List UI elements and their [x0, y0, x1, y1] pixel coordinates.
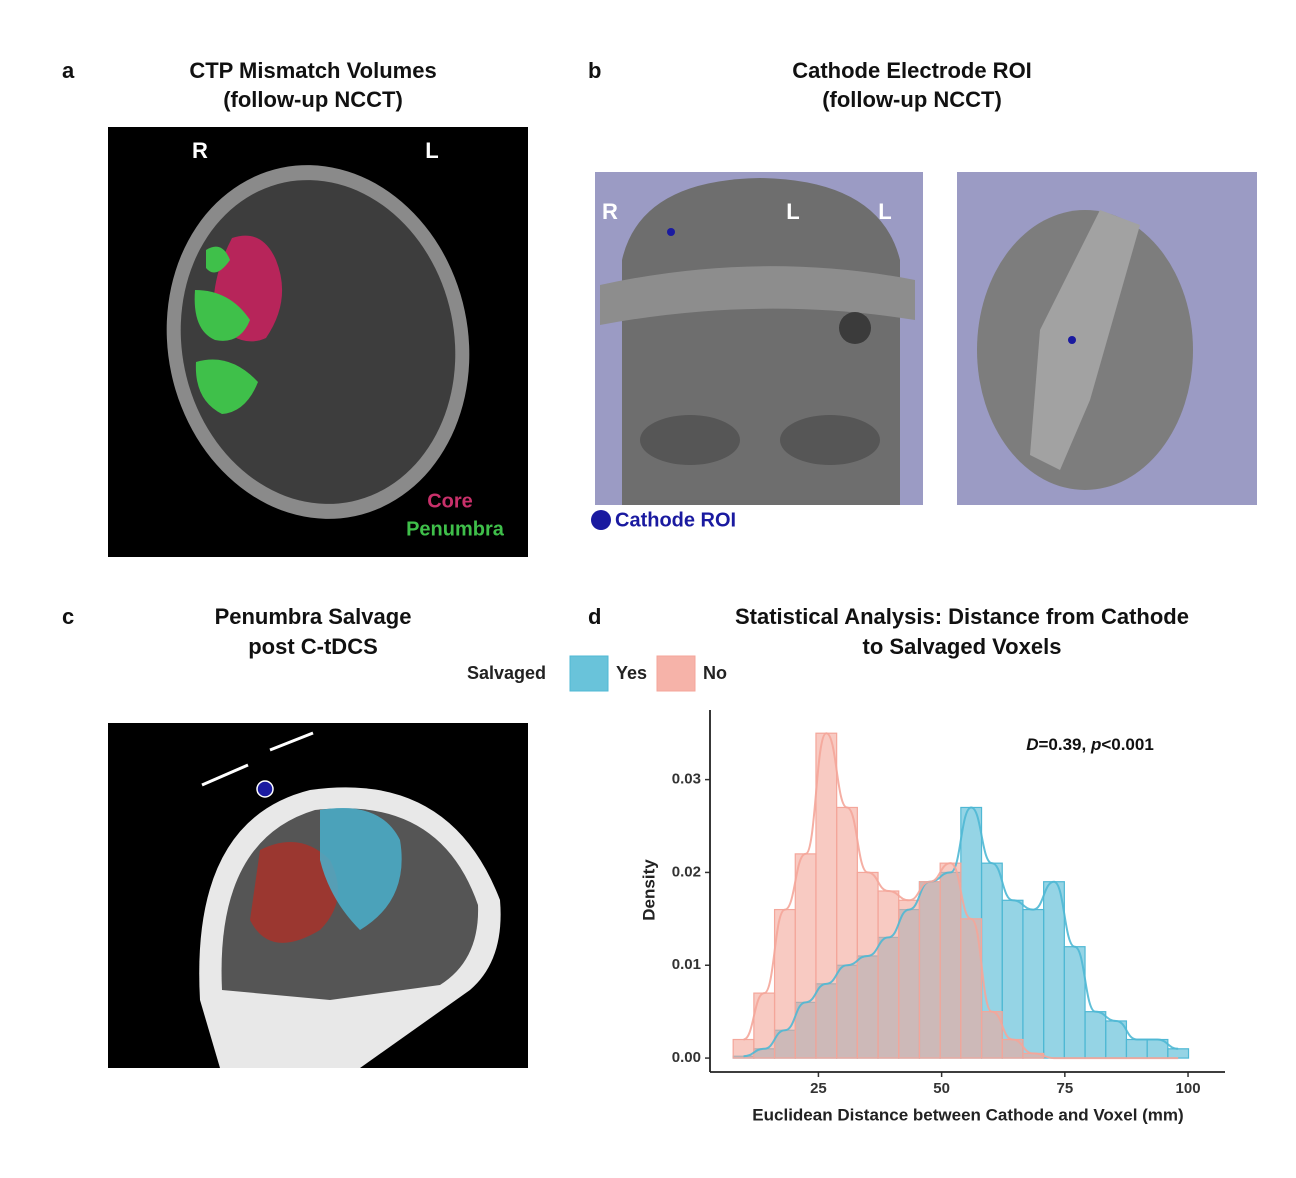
histogram-bar [877, 890, 900, 1059]
histogram-bar [918, 881, 941, 1059]
x-tick-label: 50 [933, 1080, 950, 1097]
legend-label: Cathode ROI [615, 509, 736, 531]
chart-title: Statistical Analysis: Distance from Cath… [735, 604, 1189, 629]
image-label: L [878, 199, 891, 224]
ct-axial-image [108, 127, 528, 557]
ct-sagittal-image [108, 723, 528, 1068]
x-tick-label: 75 [1056, 1080, 1073, 1097]
density-curve [743, 732, 1179, 1060]
head-render-top [957, 172, 1257, 505]
legend-swatch [591, 510, 611, 530]
image-label: R [602, 199, 618, 224]
legend-swatch [569, 655, 609, 692]
legend-label: Penumbra [406, 518, 505, 540]
head-render-front [595, 172, 923, 505]
annotation: D=0.39, p<0.001 [1026, 735, 1154, 754]
annotation-part: =0.39, [1038, 735, 1090, 754]
legend-label: Core [427, 490, 473, 512]
histogram-bar [1125, 1038, 1148, 1059]
image-label: L [425, 138, 438, 163]
annotation-part: p [1090, 735, 1101, 754]
y-tick-label: 0.02 [672, 863, 701, 880]
legend-label: Yes [616, 663, 647, 683]
image-label: R [192, 138, 208, 163]
histogram-bar [898, 899, 921, 1059]
legend-label: No [703, 663, 727, 683]
histogram-bar [836, 806, 858, 1059]
histogram-bar [939, 862, 962, 1059]
x-tick-label: 25 [810, 1080, 827, 1097]
annotation-part: D [1026, 735, 1038, 754]
x-axis-label: Euclidean Distance between Cathode and V… [752, 1105, 1183, 1124]
legend-title: Salvaged [467, 663, 546, 683]
annotation-part: <0.001 [1101, 735, 1153, 754]
panel-label: a [62, 58, 75, 83]
legend-swatch [656, 655, 696, 692]
chart-title: to Salvaged Voxels [863, 634, 1062, 659]
histogram-bar [1022, 908, 1045, 1059]
panel-title: Penumbra Salvage [215, 604, 412, 629]
density-curve [743, 806, 1179, 1058]
histogram-bar [1084, 1011, 1107, 1059]
histogram-bar [1043, 881, 1065, 1059]
panel-title: Cathode Electrode ROI [792, 58, 1032, 83]
panel-title: (follow-up NCCT) [822, 87, 1002, 112]
y-tick-label: 0.01 [672, 956, 701, 973]
panel-label: b [588, 58, 601, 83]
panel-title: post C-tDCS [248, 634, 378, 659]
y-axis-label: Density [639, 859, 658, 921]
y-tick-label: 0.03 [672, 771, 701, 788]
panel-title: CTP Mismatch Volumes [189, 58, 436, 83]
histogram-bar [794, 853, 817, 1059]
panel-label: c [62, 604, 74, 629]
y-tick-label: 0.00 [672, 1049, 701, 1066]
histogram-bar [815, 732, 838, 1059]
histogram-bar [1167, 1048, 1190, 1059]
x-tick-label: 100 [1176, 1080, 1201, 1097]
panel-title: (follow-up NCCT) [223, 87, 403, 112]
image-label: L [786, 199, 799, 224]
panel-label: d [588, 604, 601, 629]
histogram-bar [856, 871, 879, 1059]
